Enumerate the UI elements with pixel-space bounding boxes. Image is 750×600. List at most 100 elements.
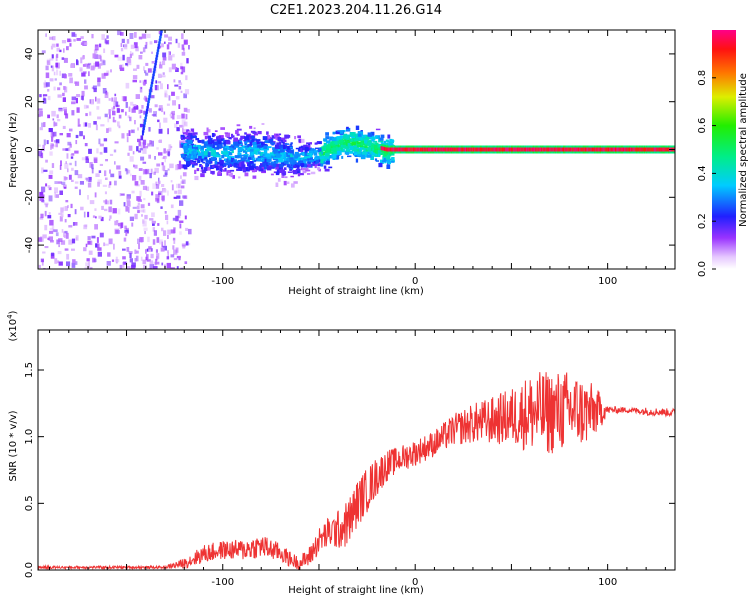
spectrogram-cell <box>59 82 62 86</box>
spectrogram-cell <box>159 61 162 66</box>
spectrogram-cell <box>461 147 464 152</box>
spectrogram-cell <box>226 170 232 173</box>
spectrogram-cell <box>97 243 100 248</box>
spectrogram-cell <box>306 153 311 155</box>
spectrogram-cell <box>258 157 261 161</box>
spectrogram-cell <box>655 147 658 152</box>
spectrogram-cell <box>88 266 92 269</box>
spectrogram-cell <box>168 51 171 56</box>
spectrogram-cell <box>170 146 173 149</box>
spectrogram-cell <box>55 139 60 144</box>
spectrogram-cell <box>583 147 586 152</box>
spectrogram-cell <box>132 206 137 209</box>
spectrogram-cell <box>183 165 188 170</box>
spectrogram-cell <box>112 119 117 123</box>
spectrogram-cell <box>38 264 41 269</box>
spectrogram-cell <box>168 55 173 61</box>
spectrogram-cell <box>234 141 239 145</box>
spectrogram-cell <box>248 162 252 166</box>
spectrogram-cell <box>294 136 297 140</box>
spectrogram-cell <box>368 147 371 152</box>
spectrogram-cell <box>62 125 66 129</box>
spectrogram-cell <box>181 51 186 56</box>
spectrogram-cell <box>194 175 199 181</box>
spectrogram-cell <box>362 138 365 141</box>
spectrogram-cell <box>375 144 381 149</box>
spectrogram-cell <box>59 70 61 76</box>
spectrogram-cell <box>332 158 336 160</box>
spectrogram-cell <box>587 147 590 152</box>
spectrogram-cell <box>573 147 576 152</box>
spectrogram-cell <box>80 42 83 45</box>
spectrogram-cell <box>136 196 141 201</box>
spectrogram-cell <box>63 206 67 211</box>
spectrogram-cell <box>144 146 149 149</box>
spectrogram-cell <box>58 244 60 248</box>
spectrogram-cell <box>142 47 146 53</box>
spectrogram-cell <box>503 147 505 152</box>
spectrogram-cell <box>230 144 235 147</box>
spectrogram-cell <box>71 167 74 171</box>
spectrogram-cell <box>223 143 227 147</box>
spectrogram-cell <box>119 264 123 269</box>
spectrogram-cell <box>38 144 41 147</box>
spectrogram-cell <box>317 157 322 162</box>
spectrogram-cell <box>344 141 349 146</box>
spectrogram-cell <box>402 147 405 152</box>
spectrogram-cell <box>147 33 151 39</box>
spectrogram-cell <box>231 147 236 150</box>
spectrogram-cell <box>257 149 260 151</box>
spectrogram-cell <box>157 44 160 50</box>
spectrogram-cell <box>203 131 209 136</box>
spectrogram-cell <box>567 147 570 152</box>
spectrogram-cell <box>64 109 67 116</box>
spectrogram-cell <box>142 185 147 190</box>
spectrogram-cell <box>262 136 268 140</box>
spectrogram-cell <box>172 100 176 106</box>
spectrogram-cell <box>181 66 186 73</box>
spectrogram-cell <box>132 107 135 110</box>
spectrogram-cell <box>134 258 137 262</box>
spectrogram-cell <box>168 67 172 73</box>
spectrogram-cell <box>112 110 116 116</box>
spectrogram-cell <box>138 36 143 40</box>
spectrogram-cell <box>157 81 162 84</box>
spectrogram-cell <box>154 85 158 91</box>
spectrogram-cell <box>144 231 146 235</box>
spectrogram-cell <box>178 86 182 90</box>
spectrogram-cell <box>44 224 48 231</box>
spectrogram-cell <box>533 147 535 152</box>
spectrogram-cell <box>247 144 252 147</box>
spectrogram-cell <box>365 148 368 152</box>
spectrogram-cell <box>153 171 156 175</box>
spectrogram-cell <box>200 149 204 153</box>
spectrogram-cell <box>227 152 233 156</box>
spectrogram-cell <box>170 180 173 183</box>
spectrogram-cell <box>330 144 333 147</box>
spectrogram-cell <box>42 144 45 150</box>
spectrogram-cell <box>166 262 171 269</box>
spectrogram-cell <box>167 250 169 254</box>
spectrogram-cell <box>210 151 215 156</box>
spectrogram-cell <box>394 147 397 152</box>
spectrogram-cell <box>307 164 312 167</box>
spectrogram-cell <box>164 170 168 175</box>
spectrogram-cell <box>315 147 319 150</box>
spectrogram-cell <box>190 128 195 133</box>
spectrogram-cell <box>85 262 89 267</box>
spectrogram-cell <box>152 227 155 232</box>
spectrogram-cell <box>171 110 175 116</box>
spectrogram-cell <box>238 143 242 146</box>
spectrogram-cell <box>303 144 308 148</box>
spectrogram-cell <box>216 166 219 171</box>
spectrogram-cell <box>257 151 261 155</box>
spectrogram-cell <box>386 159 391 163</box>
spectrogram-cell <box>232 175 235 179</box>
spectrogram-cell <box>433 147 436 152</box>
spectrogram-cell <box>365 136 370 140</box>
spectrogram-cell <box>71 262 76 268</box>
spectrogram-cell <box>275 134 279 136</box>
spectrogram-cell <box>225 158 229 163</box>
spectrogram-cell <box>447 147 450 152</box>
spectrogram-cell <box>633 147 636 152</box>
